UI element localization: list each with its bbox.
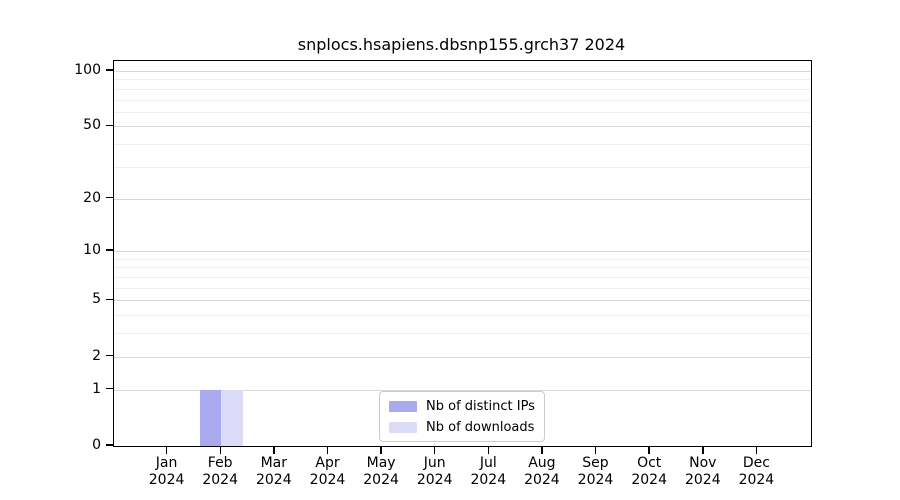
x-tick-label: Apr 2024 — [309, 455, 346, 488]
y-tick-label: 1 — [92, 380, 101, 397]
x-tick-mark — [326, 446, 329, 454]
y-gridline-minor — [114, 79, 811, 81]
legend: Nb of distinct IPs Nb of downloads — [379, 391, 545, 442]
x-tick-label: Mar 2024 — [255, 455, 292, 488]
y-tick-mark — [106, 69, 113, 71]
x-tick-mark — [219, 446, 221, 454]
y-gridline-minor — [114, 267, 811, 269]
x-tick-mark — [755, 446, 758, 454]
y-gridline-minor — [114, 111, 811, 113]
x-tick-mark — [380, 446, 382, 454]
y-gridline-minor — [114, 287, 811, 289]
y-gridline-minor — [114, 277, 811, 278]
y-gridline-major — [114, 389, 811, 391]
y-gridline-major — [114, 251, 811, 253]
y-gridline-minor — [114, 99, 811, 101]
bar-distinct-ips — [199, 389, 222, 446]
plot-area — [113, 60, 812, 447]
x-tick-label: Jul 2024 — [470, 455, 507, 488]
y-tick-mark — [106, 444, 113, 446]
y-gridline-major — [114, 356, 811, 358]
y-tick-label: 50 — [83, 117, 101, 134]
legend-label: Nb of distinct IPs — [426, 398, 535, 414]
x-tick-mark — [433, 446, 436, 454]
y-tick-mark — [106, 298, 113, 301]
x-tick-mark — [487, 446, 490, 454]
x-tick-label: Aug 2024 — [524, 455, 560, 488]
x-tick-label: Dec 2024 — [738, 455, 775, 488]
bar-downloads — [221, 389, 243, 446]
x-tick-label: Jan 2024 — [148, 455, 185, 488]
legend-item-downloads: Nb of downloads — [389, 418, 535, 436]
chart-title: snplocs.hsapiens.dbsnp155.grch37 2024 — [297, 35, 626, 54]
legend-label: Nb of downloads — [426, 419, 535, 435]
y-gridline-minor — [114, 144, 811, 146]
legend-swatch-distinct-ips — [389, 400, 417, 412]
y-tick-label: 100 — [74, 61, 101, 78]
y-tick-mark — [106, 387, 113, 390]
x-tick-mark — [702, 446, 704, 454]
y-tick-label: 20 — [83, 189, 101, 206]
y-gridline-minor — [114, 315, 811, 317]
x-tick-mark — [541, 446, 543, 454]
legend-swatch-downloads — [389, 421, 417, 433]
y-gridline-minor — [114, 88, 811, 90]
x-tick-label: Nov 2024 — [684, 455, 721, 488]
y-gridline-major — [114, 198, 811, 200]
legend-item-distinct-ips: Nb of distinct IPs — [389, 397, 535, 415]
x-tick-label: Jun 2024 — [416, 455, 453, 488]
x-tick-label: May 2024 — [363, 455, 399, 488]
y-tick-mark — [106, 124, 113, 127]
x-tick-label: Sep 2024 — [577, 455, 614, 488]
y-tick-label: 5 — [92, 291, 101, 308]
y-tick-mark — [106, 196, 113, 199]
x-tick-mark — [648, 446, 650, 454]
x-tick-label: Oct 2024 — [631, 455, 667, 488]
y-tick-mark — [106, 249, 113, 251]
y-tick-mark — [106, 354, 113, 357]
y-gridline-major — [114, 70, 811, 72]
x-tick-mark — [273, 446, 275, 454]
y-gridline-minor — [114, 258, 811, 260]
y-tick-label: 10 — [83, 242, 101, 259]
y-gridline-minor — [114, 166, 811, 168]
x-tick-mark — [165, 446, 168, 454]
y-gridline-minor — [114, 333, 811, 335]
y-tick-label: 2 — [92, 347, 101, 364]
x-tick-label: Feb 2024 — [202, 455, 238, 488]
y-tick-label: 0 — [92, 437, 101, 453]
y-gridline-major — [114, 126, 811, 128]
y-gridline-major — [114, 300, 811, 302]
x-tick-mark — [594, 446, 597, 454]
